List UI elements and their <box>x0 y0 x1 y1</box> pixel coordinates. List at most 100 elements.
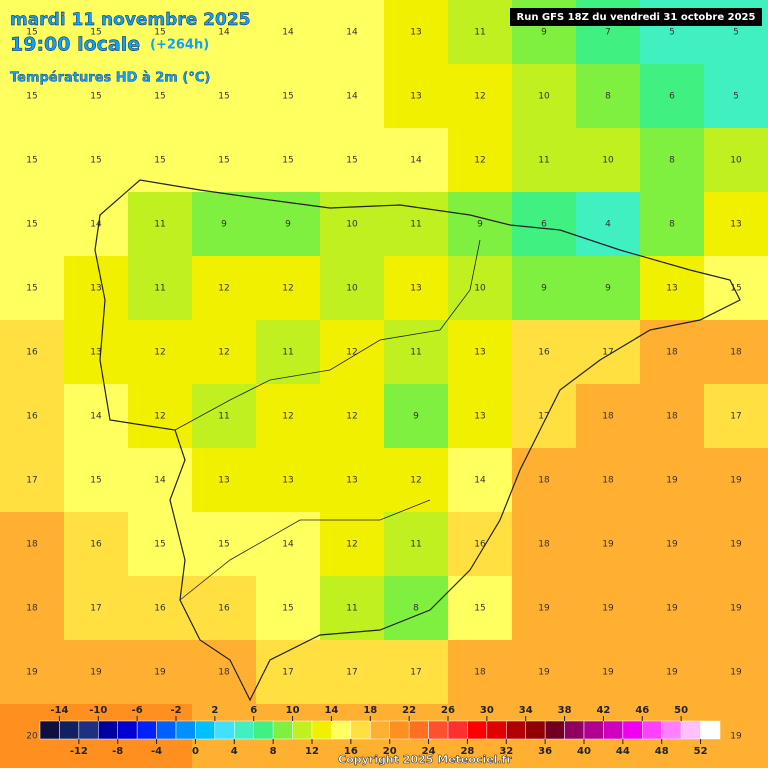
legend-swatch <box>156 720 177 740</box>
temperature-value: 19 <box>26 668 38 678</box>
temperature-cell <box>704 640 768 705</box>
temperature-value: 16 <box>538 348 550 358</box>
temperature-value: 18 <box>218 668 230 678</box>
temperature-value: 13 <box>410 28 421 38</box>
temperature-cell <box>448 320 513 385</box>
temperature-cell <box>256 576 321 641</box>
temperature-value: 17 <box>90 604 101 614</box>
temperature-cell <box>448 0 513 65</box>
temperature-cell <box>0 640 65 705</box>
temperature-cell <box>192 384 257 449</box>
temperature-value: 17 <box>410 668 421 678</box>
temperature-value: 14 <box>154 476 166 486</box>
temperature-value: 11 <box>474 28 485 38</box>
legend-swatch <box>311 720 332 740</box>
temperature-value: 19 <box>666 604 678 614</box>
legend-label: 36 <box>538 746 552 757</box>
temperature-value: 13 <box>282 476 293 486</box>
temperature-value: 9 <box>477 220 483 230</box>
temperature-value: 15 <box>474 604 485 614</box>
temperature-value: 10 <box>538 92 550 102</box>
temperature-value: 11 <box>218 412 229 422</box>
temperature-value: 15 <box>26 92 37 102</box>
temperature-value: 5 <box>733 28 739 38</box>
legend-swatch <box>680 720 701 740</box>
temperature-value: 5 <box>669 28 675 38</box>
temperature-value: 12 <box>282 284 293 294</box>
date: mardi 11 novembre 2025 <box>10 10 250 30</box>
temperature-cell <box>256 0 321 65</box>
temperature-cell <box>384 128 449 193</box>
temperature-value: 12 <box>154 412 165 422</box>
temperature-value: 19 <box>154 668 166 678</box>
legend-label: 12 <box>305 746 319 757</box>
temperature-cell <box>64 128 129 193</box>
temperature-cell <box>128 384 193 449</box>
temperature-value: 15 <box>90 92 101 102</box>
temperature-value: 19 <box>602 604 614 614</box>
temperature-cell <box>128 256 193 321</box>
temperature-value: 9 <box>541 284 547 294</box>
temperature-value: 13 <box>474 348 485 358</box>
copyright: Copyright 2025 Meteociel.fr <box>338 753 512 766</box>
legend-swatch <box>59 720 80 740</box>
temperature-cell <box>320 384 385 449</box>
temperature-value: 6 <box>669 92 675 102</box>
temperature-value: 9 <box>541 28 547 38</box>
temperature-cell <box>704 384 768 449</box>
temperature-value: 15 <box>282 604 293 614</box>
run-box <box>510 8 762 26</box>
temperature-cell <box>320 0 385 65</box>
temperature-cell <box>192 576 257 641</box>
temperature-cell <box>384 640 449 705</box>
legend-swatch <box>331 720 352 740</box>
temperature-value: 19 <box>730 732 742 742</box>
temperature-cell <box>384 448 449 513</box>
temperature-cell <box>192 320 257 385</box>
legend-swatch <box>370 720 390 740</box>
temperature-value: 16 <box>26 412 38 422</box>
temperature-cell <box>448 448 513 513</box>
legend-label: -6 <box>132 705 143 716</box>
temperature-value: 13 <box>410 92 421 102</box>
temperature-value: 13 <box>666 284 677 294</box>
legend-label: -12 <box>70 746 88 757</box>
temperature-cell <box>512 192 577 257</box>
legend-label: 10 <box>286 705 300 716</box>
temperature-cell <box>0 64 65 129</box>
temperature-value: 14 <box>282 540 294 550</box>
legend-label: 52 <box>694 746 708 757</box>
temperature-cell <box>0 384 65 449</box>
legend-swatch <box>175 720 196 740</box>
temperature-value: 13 <box>474 412 485 422</box>
temperature-value: 4 <box>605 220 611 230</box>
temperature-cell <box>704 192 768 257</box>
temperature-value: 15 <box>90 156 101 166</box>
legend-swatch <box>700 720 721 740</box>
temperature-value: 15 <box>346 156 357 166</box>
legend-swatch <box>467 720 488 740</box>
temperature-value: 15 <box>730 284 741 294</box>
temperature-value: 19 <box>730 476 742 486</box>
legend-label: 48 <box>655 746 669 757</box>
legend-label: 50 <box>674 705 688 716</box>
temperature-value: 14 <box>90 412 102 422</box>
temperature-cell <box>320 192 385 257</box>
legend-swatch <box>506 720 526 740</box>
temperature-cell <box>704 128 768 193</box>
temperature-cell <box>704 576 768 641</box>
legend-swatch <box>642 720 662 740</box>
legend-swatch <box>603 720 624 740</box>
temperature-cell <box>256 64 321 129</box>
temperature-cell <box>256 128 321 193</box>
temperature-cell <box>256 384 321 449</box>
legend-label: 16 <box>344 746 358 757</box>
temperature-value: 6 <box>541 220 547 230</box>
legend-label: -14 <box>50 705 68 716</box>
temperature-value: 12 <box>154 348 165 358</box>
legend-swatch <box>292 720 313 740</box>
temperature-cell <box>128 0 193 65</box>
temperature-value: 15 <box>154 28 165 38</box>
legend-label: -8 <box>112 746 123 757</box>
